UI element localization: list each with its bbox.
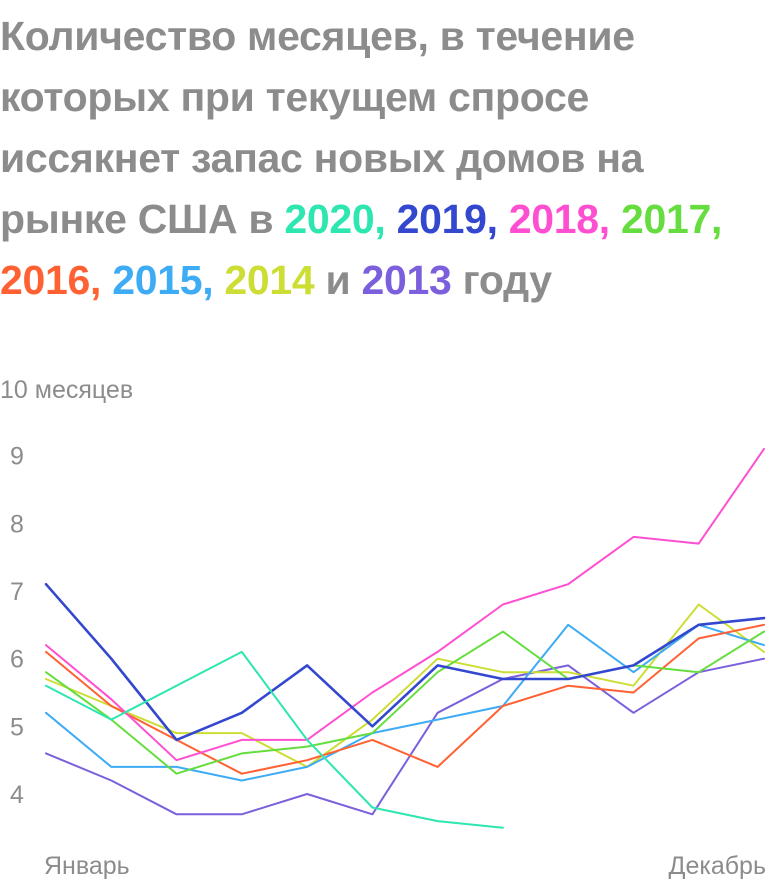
y-tick-label: 8 [10, 510, 24, 538]
title-year-2020: 2020, [284, 196, 386, 242]
title-year-2016: 2016, [0, 257, 102, 303]
title-connector-and: и [325, 257, 351, 303]
y-tick-label: 6 [10, 646, 24, 674]
title-year-2015: 2015, [112, 257, 214, 303]
y-tick-label: 4 [10, 781, 24, 809]
y-axis-unit-label: 10 месяцев [0, 376, 133, 404]
series-layer [44, 447, 766, 829]
y-tick-label: 9 [10, 443, 24, 471]
y-tick-label: 7 [10, 578, 24, 606]
title-year-2017: 2017, [620, 196, 723, 242]
x-axis-label-end: Декабрь [669, 852, 766, 880]
series-line-2019 [44, 582, 766, 742]
series-line-2016 [45, 623, 765, 775]
title-year-2014: 2014 [224, 257, 315, 303]
title-year-2018: 2018, [508, 196, 610, 242]
title-connector-in: в [248, 196, 285, 242]
title-year-2013: 2013 [361, 257, 452, 303]
series-line-2018 [45, 447, 765, 762]
series-line-2020 [45, 650, 504, 829]
y-tick-label: 5 [10, 713, 24, 741]
x-axis-label-start: Январь [44, 852, 130, 880]
chart-title: Количество месяцев, в течение которых пр… [0, 6, 768, 311]
title-lead: Количество месяцев, в течение которых пр… [0, 13, 644, 242]
series-line-2013 [45, 657, 765, 816]
y-axis: 10 месяцев 9 8 7 6 5 4 [0, 376, 133, 809]
series-line-2017 [45, 630, 765, 775]
x-axis: Январь Декабрь [44, 852, 766, 880]
title-tail: году [462, 257, 552, 303]
series-line-2015 [45, 623, 765, 782]
title-year-2019: 2019, [396, 196, 498, 242]
series-line-2014 [45, 603, 765, 768]
